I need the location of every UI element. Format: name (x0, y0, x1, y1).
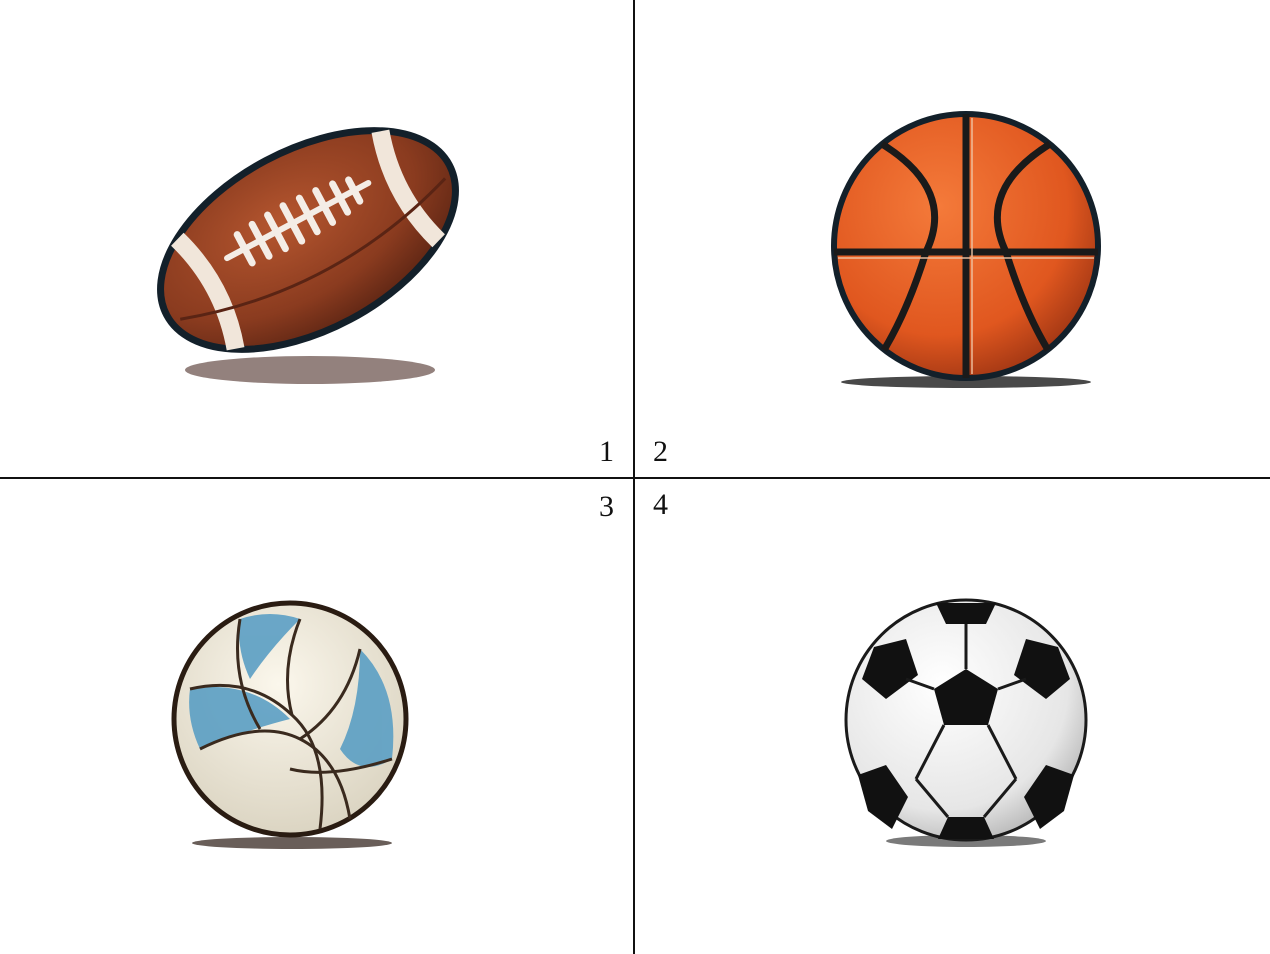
panel-label-3: 3 (599, 490, 614, 523)
panel-1 (0, 0, 634, 477)
basketball-icon (831, 111, 1101, 388)
volleyball-icon (171, 600, 409, 849)
panel-2 (636, 0, 1270, 477)
panel-label-4: 4 (653, 488, 668, 521)
soccer-ball-icon (844, 598, 1088, 847)
american-football-icon (157, 127, 459, 384)
panel-4 (636, 479, 1270, 954)
panel-label-1: 1 (599, 435, 614, 468)
panel-label-2: 2 (653, 435, 668, 468)
panel-3 (0, 479, 634, 954)
horizontal-divider (0, 477, 1270, 479)
